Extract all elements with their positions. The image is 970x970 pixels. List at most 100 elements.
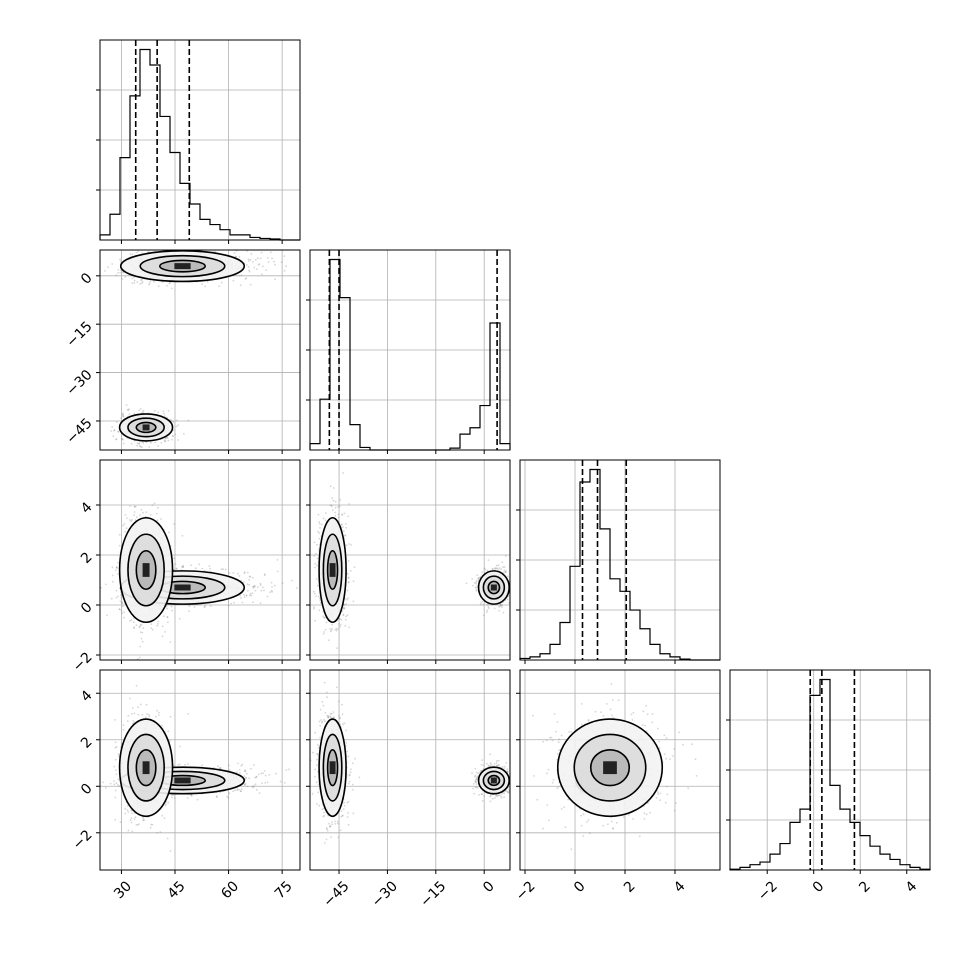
sample-point [140, 637, 143, 640]
sample-point [342, 614, 345, 617]
sample-point [136, 444, 139, 447]
sample-point [175, 419, 178, 422]
contour-line [322, 533, 343, 607]
sample-point [220, 281, 223, 284]
sample-point [482, 603, 484, 606]
sample-point [338, 623, 341, 625]
sample-point [248, 575, 251, 578]
sample-point [497, 564, 500, 567]
sample-point [330, 505, 333, 508]
sample-point [220, 568, 223, 571]
sample-point [501, 561, 504, 564]
sample-point [115, 589, 118, 592]
sample-point [114, 569, 117, 571]
contour-line [118, 413, 174, 442]
sample-point [100, 586, 102, 589]
sample-point [348, 626, 351, 629]
sample-point [270, 581, 273, 584]
sample-point [142, 627, 145, 629]
sample-point [502, 566, 504, 569]
sample-point [142, 409, 145, 412]
sample-point [123, 523, 126, 525]
sample-point [157, 445, 159, 447]
sample-point [129, 453, 131, 455]
sample-point [477, 578, 480, 581]
sample-point [190, 564, 192, 567]
sample-point [134, 505, 137, 508]
hist-panel-p3: −2 0 2 4 [726, 669, 931, 904]
sample-point [258, 263, 261, 266]
sample-point [344, 618, 347, 621]
sample-point [313, 606, 315, 609]
sample-point [107, 266, 109, 269]
sample-point [151, 504, 154, 506]
sample-point [149, 514, 152, 516]
panel-p1-p2 [306, 459, 517, 664]
sample-point [115, 566, 118, 568]
sample-point [502, 611, 505, 614]
contour-line [482, 575, 506, 600]
sample-point [214, 250, 216, 253]
sample-point [314, 592, 316, 595]
sample-point [475, 582, 477, 585]
sample-point [270, 589, 273, 592]
sample-point [323, 631, 326, 633]
sample-point [174, 245, 176, 247]
sample-point [121, 438, 124, 441]
sample-point [123, 611, 126, 614]
sample-point [170, 418, 172, 421]
sample-point [121, 438, 124, 440]
sample-point [252, 601, 255, 604]
sample-point [291, 579, 293, 582]
sample-point [128, 454, 130, 456]
sample-point [166, 437, 169, 439]
sample-point [504, 555, 507, 557]
sample-point [271, 257, 273, 260]
sample-point [129, 505, 131, 507]
sample-point [313, 607, 315, 610]
sample-point [252, 585, 255, 588]
sample-point [232, 279, 235, 282]
sample-point [138, 626, 141, 629]
sample-point [335, 629, 338, 632]
sample-point [124, 530, 126, 533]
sample-point [511, 585, 513, 587]
sample-point [493, 607, 496, 610]
sample-point [127, 409, 130, 412]
panel-content [312, 472, 517, 649]
sample-point [194, 567, 197, 570]
sample-point [115, 274, 118, 277]
sample-point [260, 589, 263, 592]
sample-point [156, 624, 159, 627]
sample-point [161, 625, 164, 628]
sample-point [495, 567, 498, 570]
sample-point [128, 519, 131, 521]
sample-point [117, 561, 119, 564]
sample-point [512, 591, 514, 593]
sample-point [209, 605, 212, 608]
sample-point [163, 415, 166, 417]
sample-point [250, 253, 253, 255]
sample-point [111, 574, 114, 577]
sample-point [133, 412, 136, 415]
sample-point [498, 609, 500, 612]
sample-point [140, 623, 142, 626]
sample-point [347, 581, 350, 584]
contour-line [487, 580, 501, 595]
sample-point [138, 409, 140, 412]
sample-point [173, 429, 175, 432]
sample-point [343, 530, 345, 532]
sample-point [340, 523, 343, 526]
histogram-p0 [99, 48, 300, 241]
sample-point [515, 586, 517, 588]
sample-point [497, 568, 500, 571]
sample-point [334, 514, 337, 517]
panel-p0-p1: 0−15−30−45 [63, 245, 301, 456]
sample-point [172, 435, 174, 438]
sample-point [178, 617, 181, 620]
sample-point [129, 253, 132, 256]
sample-point [198, 563, 201, 566]
sample-point [267, 257, 269, 259]
sample-point [130, 520, 133, 522]
sample-point [340, 618, 343, 621]
